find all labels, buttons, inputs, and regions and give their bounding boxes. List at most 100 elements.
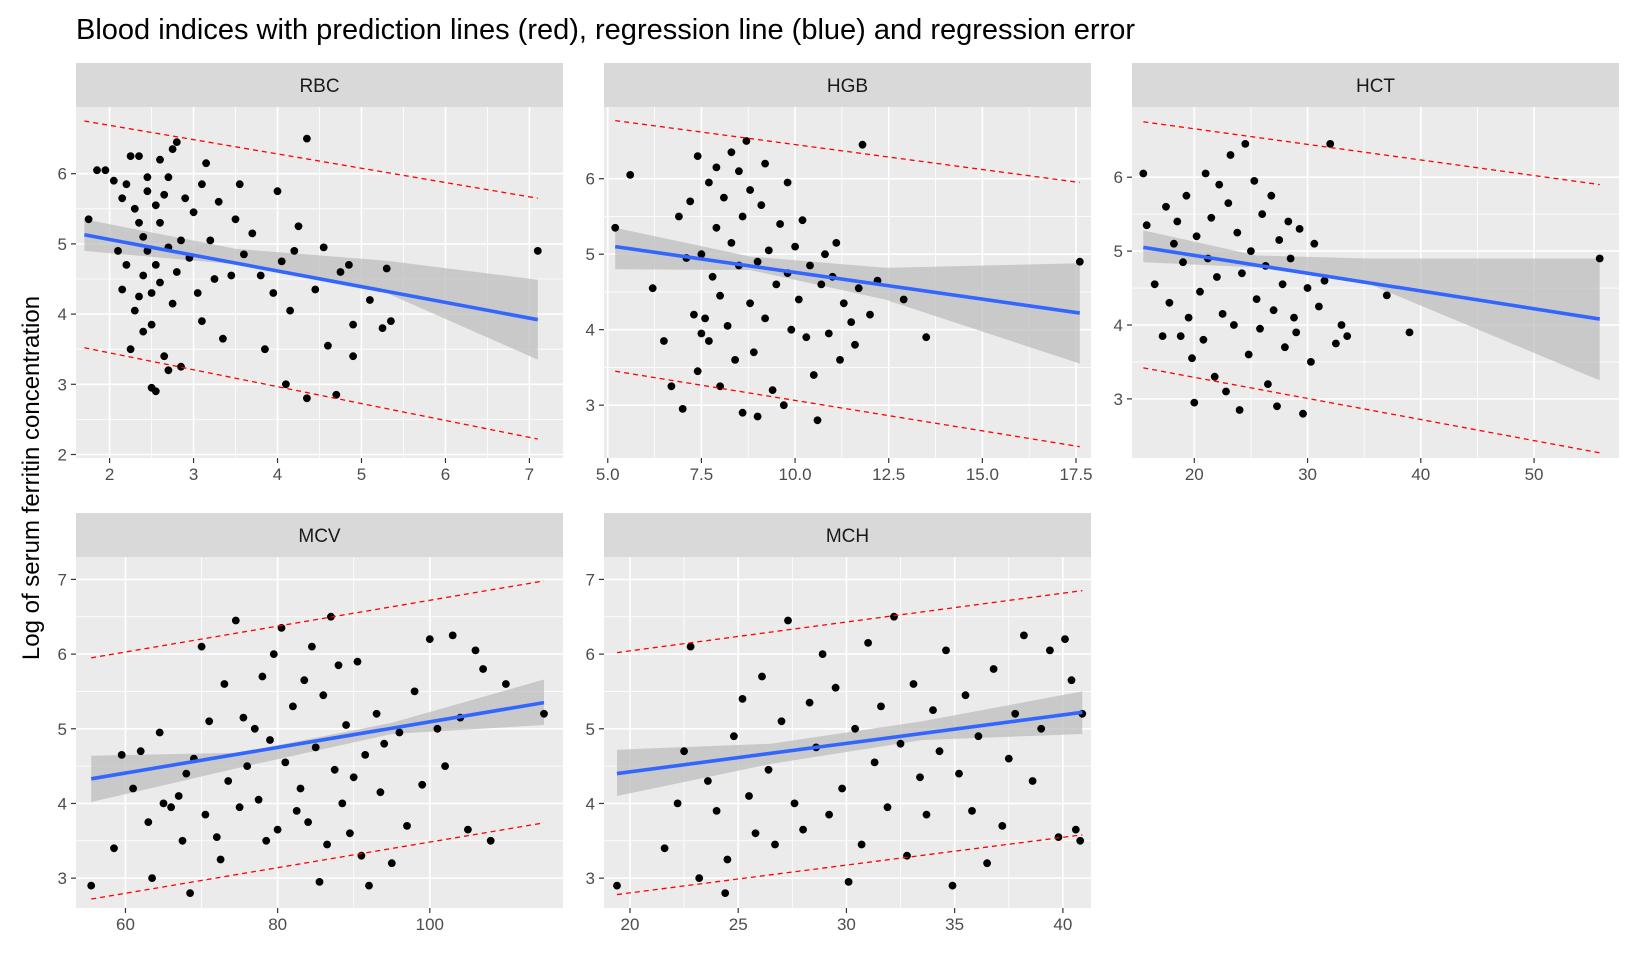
data-point (749, 348, 758, 357)
data-point (727, 148, 736, 157)
data-point (738, 408, 747, 417)
data-point (118, 285, 127, 294)
regression-line (90, 700, 545, 781)
data-point (686, 197, 695, 206)
data-point (303, 394, 311, 403)
facet-panel-mcv: MCV 60 80 100 3 4 5 6 7 (58, 513, 563, 934)
regression-line (616, 710, 1083, 776)
data-point (667, 382, 676, 391)
data-point (751, 829, 760, 838)
data-point (292, 807, 301, 815)
data-point (1337, 321, 1346, 329)
data-point (256, 271, 265, 280)
data-point (697, 329, 706, 338)
data-point (277, 257, 286, 266)
data-point (1235, 406, 1244, 414)
data-point (1222, 387, 1230, 396)
data-point (281, 758, 290, 767)
data-point (139, 271, 148, 280)
data-point (130, 204, 139, 213)
data-point (735, 167, 743, 176)
data-point (1158, 332, 1167, 340)
data-point (319, 243, 328, 252)
data-point (864, 639, 872, 647)
data-point (160, 190, 169, 199)
data-point (201, 810, 210, 819)
data-point (1170, 239, 1178, 248)
data-point (1247, 247, 1255, 256)
data-point (87, 881, 96, 890)
data-point (502, 680, 510, 688)
data-point (378, 324, 387, 332)
facet-strip (604, 513, 1091, 557)
y-tick-label: 3 (58, 869, 67, 888)
data-point (387, 317, 395, 325)
data-point (533, 247, 542, 255)
data-point (239, 713, 248, 722)
y-tick-label: 5 (58, 720, 67, 739)
data-point (330, 765, 339, 774)
data-point (193, 289, 202, 297)
data-point (336, 268, 345, 276)
data-point (1190, 398, 1199, 407)
data-point (172, 138, 181, 147)
y-tick-label: 4 (58, 305, 67, 324)
data-point (1004, 754, 1013, 763)
data-point (1162, 202, 1170, 211)
data-point (942, 646, 950, 655)
data-point (181, 194, 190, 203)
data-point (1405, 328, 1414, 337)
data-point (109, 176, 118, 185)
data-point (323, 840, 331, 849)
data-point (345, 261, 353, 269)
data-point (296, 784, 305, 793)
data-point (261, 345, 269, 354)
prediction-line-lower (615, 370, 1080, 448)
x-tick-label: 5 (357, 465, 366, 484)
data-point (147, 289, 156, 297)
data-point (768, 386, 777, 394)
data-point (660, 337, 668, 345)
data-point (799, 825, 807, 834)
y-tick-label: 4 (586, 321, 595, 340)
y-tick-label: 3 (58, 375, 67, 394)
data-point (922, 333, 931, 342)
data-point (1028, 777, 1037, 785)
data-point (758, 672, 766, 681)
data-point (186, 889, 195, 897)
data-point (1076, 836, 1085, 845)
data-point (1303, 284, 1312, 292)
figure-title: Blood indices with prediction lines (red… (76, 14, 1135, 46)
data-point (202, 159, 211, 168)
x-tick-label: 6 (441, 465, 450, 484)
data-point (219, 334, 227, 343)
prediction-line-upper (91, 580, 545, 659)
data-point (178, 836, 187, 845)
data-point (680, 747, 688, 756)
data-point (282, 380, 290, 389)
data-point (1071, 825, 1080, 834)
data-point (1176, 332, 1185, 340)
data-point (825, 810, 833, 819)
x-tick-label: 20 (1185, 465, 1204, 484)
data-point (738, 695, 747, 703)
data-point (216, 855, 225, 864)
data-point (136, 747, 145, 756)
data-point (877, 702, 885, 711)
data-point (155, 728, 164, 737)
data-point (787, 325, 796, 334)
data-point (248, 229, 257, 238)
data-point (376, 788, 385, 797)
data-point (1292, 328, 1301, 337)
data-point (721, 889, 730, 897)
regression-line (84, 232, 539, 322)
data-point (126, 152, 135, 161)
data-point (705, 337, 713, 345)
data-point (182, 769, 191, 778)
data-point (135, 152, 143, 161)
data-point (847, 318, 856, 326)
data-point (1150, 280, 1159, 289)
data-point (961, 691, 970, 700)
data-point (365, 881, 373, 890)
x-tick-label: 30 (837, 915, 856, 934)
